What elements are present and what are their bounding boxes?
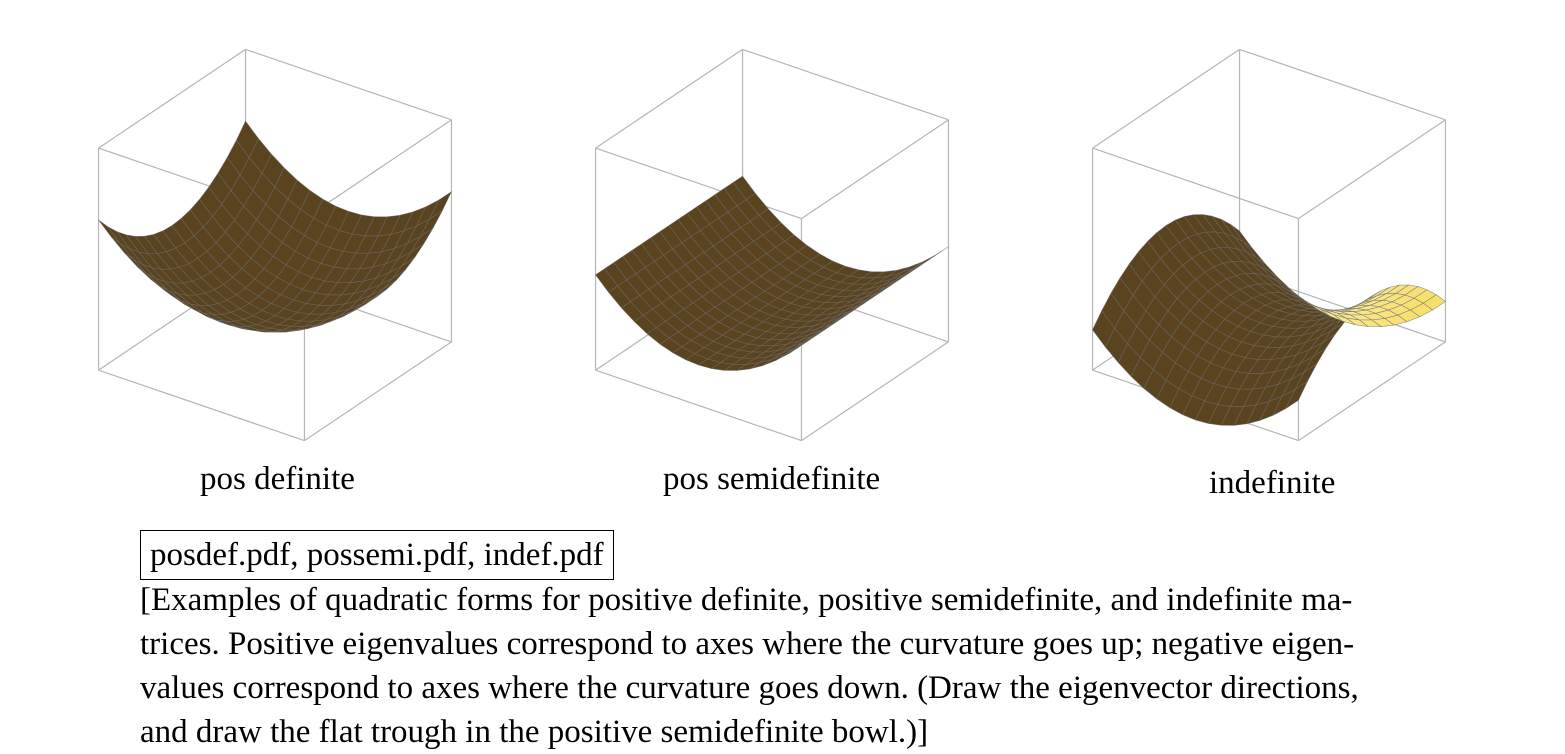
figure-caption: [Examples of quadratic forms for positiv…: [140, 578, 1440, 754]
box-edge: [596, 49, 743, 148]
indef-surface-plot: [1024, 10, 1524, 470]
box-edge: [1298, 120, 1445, 219]
panel-label-pos-definite: pos definite: [200, 463, 355, 496]
box-edge: [99, 49, 246, 148]
box-edge: [304, 342, 451, 441]
box-edge: [596, 370, 802, 440]
caption-line: trices. Positive eigenvalues correspond …: [140, 622, 1440, 666]
surface-mesh: [99, 121, 452, 332]
possemi-surface-plot: [527, 10, 1027, 470]
posdef-surface-plot: [30, 10, 530, 470]
caption-line: [Examples of quadratic forms for positiv…: [140, 578, 1440, 622]
box-edge: [1240, 49, 1446, 119]
caption-line: and draw the flat trough in the positive…: [140, 710, 1440, 754]
box-edge: [1093, 49, 1240, 148]
caption-line: values correspond to axes where the curv…: [140, 666, 1440, 710]
figure-filenames-box: posdef.pdf, possemi.pdf, indef.pdf: [140, 530, 614, 580]
box-edge: [99, 370, 305, 440]
indef-surface: [1024, 10, 1524, 470]
surface-mesh: [1093, 215, 1446, 426]
box-edge: [801, 120, 948, 219]
possemi-surface: [527, 10, 1027, 470]
panel-label-indefinite: indefinite: [1209, 467, 1335, 500]
panel-label-pos-semidefinite: pos semidefinite: [663, 463, 880, 496]
box-edge: [246, 49, 452, 119]
box-edge: [801, 342, 948, 441]
surface-mesh: [596, 176, 949, 370]
posdef-surface: [30, 10, 530, 470]
box-edge: [1093, 148, 1299, 218]
box-edge: [743, 49, 949, 119]
